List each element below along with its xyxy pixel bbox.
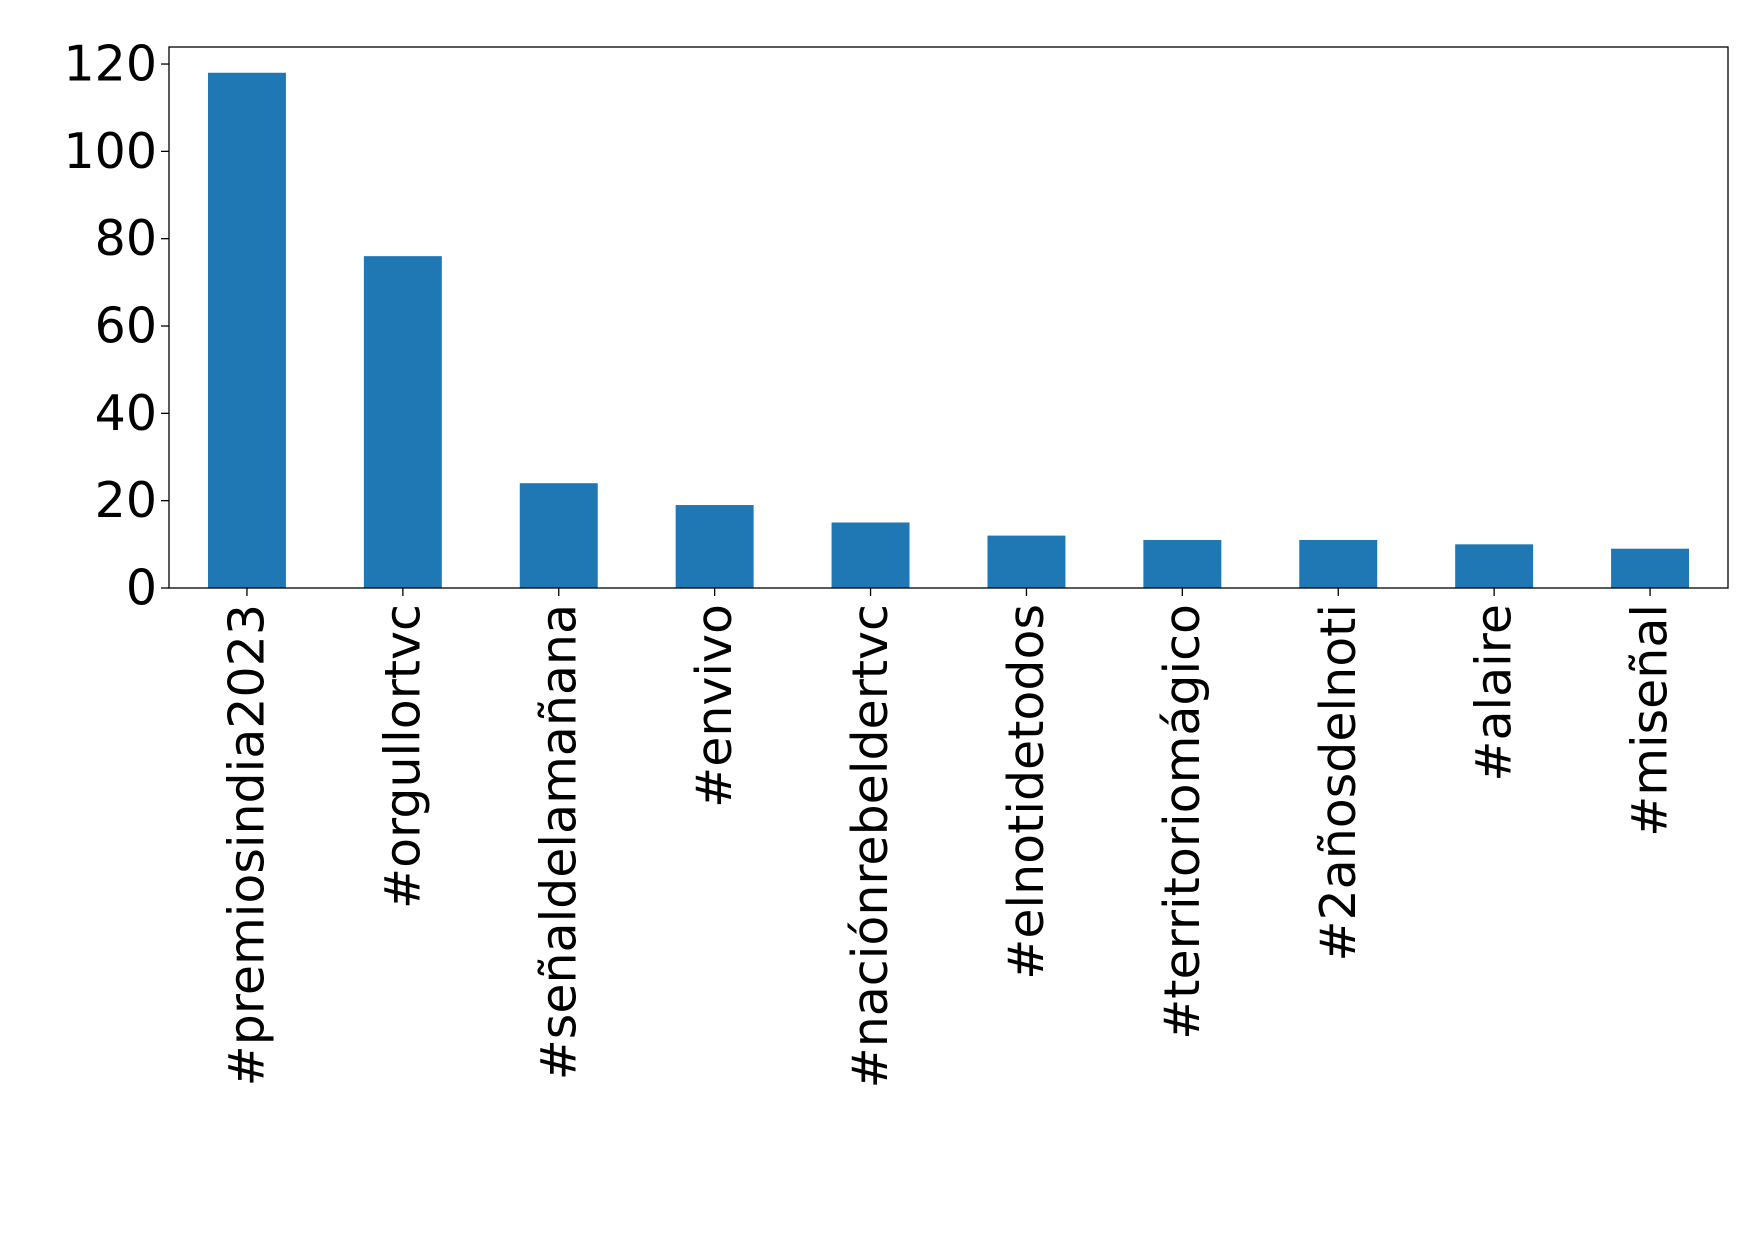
bar [1299,539,1378,588]
x-tick-label: #alaire [1466,604,1523,782]
x-tick-label: #territoriomágico [1154,604,1211,1040]
y-tick-label: 100 [63,123,157,180]
x-tick-label: #señaldelamañana [530,604,587,1080]
plot-frame [168,46,1729,589]
x-tick-label: #miseñal [1622,604,1679,837]
bar [831,522,910,588]
y-tick-label: 20 [95,472,157,529]
bar [1455,544,1534,588]
bar [1143,539,1222,588]
x-tick-label: #elnotidetodos [998,604,1055,980]
y-tick-label: 40 [95,385,157,442]
x-tick-label: #naciónrebeldertvc [842,604,899,1088]
bar [987,535,1066,588]
x-tick-label: #premiosindia2023 [218,604,275,1086]
y-tick-label: 60 [95,298,157,355]
x-tick-label: #envivo [686,604,743,808]
bar [519,483,598,588]
bar [675,505,754,588]
bar [1611,548,1690,588]
bar [363,256,442,588]
y-tick-label: 80 [95,210,157,267]
bar [207,72,286,588]
y-tick-label: 0 [126,560,157,617]
y-tick-label: 120 [63,36,157,93]
x-tick-label: #2añosdelnoti [1310,604,1367,962]
x-tick-label: #orgullortvc [374,604,431,909]
